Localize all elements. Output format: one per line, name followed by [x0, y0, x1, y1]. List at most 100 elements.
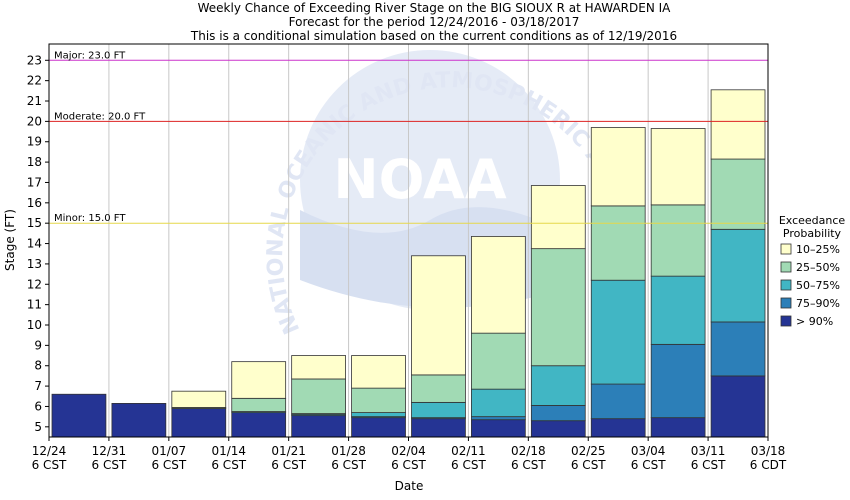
- bar-segment-5: [650, 128, 706, 206]
- legend-label-1: 25–50%: [796, 261, 840, 274]
- x-tick-tz-5: 6 CST: [331, 458, 366, 472]
- x-tick-tz-4: 6 CST: [271, 458, 306, 472]
- bar-segment-1: [111, 403, 167, 438]
- bar-segment-5: [411, 255, 466, 376]
- y-tick-label-21: 21: [27, 94, 42, 108]
- grid-lines: [108, 44, 709, 437]
- x-tick-tz-1: 6 CST: [92, 458, 127, 472]
- y-tick-label-13: 13: [27, 257, 42, 271]
- bar-week-02-11: [471, 236, 526, 438]
- bar-segment-5: [231, 361, 287, 399]
- bar-week-01-14: [231, 361, 287, 438]
- bar-week-01-07: [171, 390, 227, 438]
- title-line-1: Weekly Chance of Exceeding River Stage o…: [198, 1, 672, 15]
- bar-segment-1: [51, 393, 107, 438]
- bar-segment-3: [351, 412, 406, 418]
- y-tick-label-15: 15: [27, 216, 42, 230]
- y-tick-label-12: 12: [27, 277, 42, 291]
- x-tick-date-7: 02/11: [451, 444, 486, 458]
- bar-week-01-28: [351, 355, 406, 438]
- bar-segment-2: [650, 343, 706, 419]
- legend-swatch-1: [780, 261, 792, 273]
- x-tick-date-9: 02/25: [571, 444, 606, 458]
- x-tick-date-2: 01/07: [152, 444, 187, 458]
- y-tick-label-16: 16: [27, 196, 42, 210]
- legend-swatch-3: [780, 297, 792, 309]
- legend-label-3: 75–90%: [796, 297, 840, 310]
- bar-segment-5: [590, 127, 646, 207]
- bar-segment-4: [231, 397, 287, 412]
- y-tick-label-17: 17: [27, 175, 42, 189]
- legend-swatch-0: [780, 243, 792, 255]
- bar-segment-5: [171, 390, 227, 408]
- bar-segment-1: [171, 408, 227, 438]
- bar-week-12-31: [111, 403, 167, 438]
- bar-segment-3: [710, 228, 766, 323]
- bar-segment-3: [471, 388, 526, 418]
- y-axis: 5 6 7 8 9 10 11 12 13 14 15 16 17 18 19 20 21 22 23: [27, 53, 49, 434]
- x-tick-date-12: 03/18: [751, 444, 786, 458]
- bar-segment-4: [411, 374, 466, 403]
- bar-segment-2: [590, 383, 646, 420]
- bar-segment-4: [291, 378, 346, 414]
- x-tick-tz-7: 6 CST: [451, 458, 486, 472]
- bar-segment-1: [291, 415, 346, 438]
- x-tick-date-5: 01/28: [331, 444, 366, 458]
- bar-segment-5: [471, 236, 526, 334]
- x-tick-date-3: 01/14: [211, 444, 246, 458]
- bar-segment-1: [471, 419, 526, 438]
- bar-segment-1: [530, 420, 586, 438]
- x-tick-date-1: 12/31: [92, 444, 127, 458]
- bar-segment-2: [710, 321, 766, 377]
- bar-segment-5: [710, 89, 766, 160]
- legend-label-2: 50–75%: [796, 279, 840, 292]
- y-axis-label: Stage (FT): [3, 209, 17, 271]
- x-tick-date-8: 02/18: [511, 444, 546, 458]
- threshold-label-1: Moderate: 20.0 FT: [54, 111, 146, 122]
- bar-segment-4: [530, 248, 586, 367]
- bar-segment-1: [590, 418, 646, 438]
- bar-segment-1: [650, 417, 706, 438]
- y-tick-label-10: 10: [27, 318, 42, 332]
- legend-label-4: > 90%: [796, 315, 833, 328]
- x-tick-tz-2: 6 CST: [151, 458, 186, 472]
- bar-segment-3: [530, 365, 586, 406]
- x-tick-date-6: 02/04: [391, 444, 426, 458]
- bar-segment-4: [650, 204, 706, 277]
- x-tick-tz-12: 6 CDT: [750, 458, 787, 472]
- x-tick-tz-8: 6 CST: [511, 458, 546, 472]
- y-tick-label-14: 14: [27, 237, 42, 251]
- bar-segment-1: [710, 375, 766, 438]
- y-tick-label-8: 8: [34, 359, 42, 373]
- x-tick-tz-0: 6 CST: [32, 458, 67, 472]
- x-tick-date-0: 12/24: [32, 444, 67, 458]
- y-tick-label-23: 23: [27, 53, 42, 67]
- threshold-label-2: Minor: 15.0 FT: [54, 213, 126, 224]
- legend-title-1: Probability: [783, 227, 842, 240]
- y-tick-label-5: 5: [34, 420, 42, 434]
- y-tick-label-19: 19: [27, 135, 42, 149]
- y-tick-label-22: 22: [27, 74, 42, 88]
- y-tick-label-7: 7: [34, 379, 42, 393]
- x-tick-date-4: 01/21: [271, 444, 306, 458]
- bar-segment-5: [530, 185, 586, 250]
- bar-segment-4: [710, 158, 766, 230]
- bar-segment-3: [590, 279, 646, 385]
- x-tick-date-11: 03/11: [691, 444, 726, 458]
- title-line-3: This is a conditional simulation based o…: [190, 29, 677, 43]
- title-line-2: Forecast for the period 12/24/2016 - 03/…: [289, 15, 580, 29]
- y-tick-label-9: 9: [34, 338, 42, 352]
- watermark-center-text: NOAA: [333, 148, 506, 211]
- x-tick-tz-6: 6 CST: [391, 458, 426, 472]
- bar-segment-4: [590, 205, 646, 281]
- legend-label-0: 10–25%: [796, 243, 840, 256]
- threshold-label-0: Major: 23.0 FT: [54, 50, 126, 61]
- y-tick-label-18: 18: [27, 155, 42, 169]
- bar-segment-5: [291, 355, 346, 380]
- bar-week-03-04: [650, 128, 706, 438]
- bar-week-02-04: [411, 255, 466, 438]
- chart-title: Weekly Chance of Exceeding River Stage o…: [190, 1, 677, 43]
